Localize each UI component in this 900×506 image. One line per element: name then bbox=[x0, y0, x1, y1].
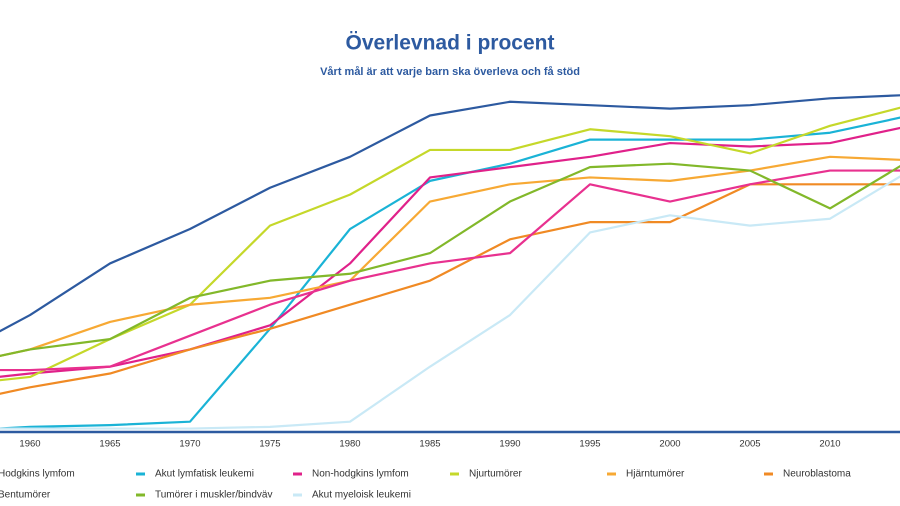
x-tick-label: 2005 bbox=[739, 439, 760, 450]
legend-label: Akut lymfatisk leukemi bbox=[155, 469, 254, 480]
legend-marker bbox=[607, 472, 616, 476]
x-tick-label: 2000 bbox=[659, 439, 680, 450]
chart-title: Överlevnad i procent bbox=[346, 32, 555, 55]
legend-marker bbox=[136, 493, 145, 497]
legend-marker bbox=[136, 472, 145, 476]
x-tick-label: 1990 bbox=[499, 439, 520, 450]
series-line bbox=[0, 94, 900, 333]
series-line bbox=[0, 169, 900, 372]
legend-marker bbox=[293, 493, 302, 497]
legend-label: Bentumörer bbox=[0, 490, 51, 501]
x-tick-label: 1970 bbox=[179, 439, 200, 450]
series-line bbox=[0, 162, 900, 358]
x-tick-label: 1985 bbox=[419, 439, 440, 450]
series-line bbox=[0, 126, 900, 378]
x-tick-label: 1980 bbox=[339, 439, 360, 450]
series-line bbox=[0, 116, 900, 430]
x-tick-label: 1965 bbox=[99, 439, 120, 450]
legend-label: Hodgkins lymfom bbox=[0, 469, 75, 480]
x-tick-label: 1960 bbox=[19, 439, 40, 450]
series-line bbox=[0, 183, 900, 395]
legend-label: Tumörer i muskler/bindväv bbox=[155, 490, 272, 501]
series-line bbox=[0, 175, 900, 430]
legend-marker bbox=[293, 472, 302, 476]
legend-label: Njurtumörer bbox=[469, 469, 522, 480]
legend-label: Neuroblastoma bbox=[783, 469, 851, 480]
legend-label: Hjärntumörer bbox=[626, 469, 685, 480]
legend-marker bbox=[450, 472, 459, 476]
chart-subtitle: Vårt mål är att varje barn ska överleva … bbox=[320, 66, 580, 78]
x-tick-label: 1995 bbox=[579, 439, 600, 450]
legend-label: Non-hodgkins lymfom bbox=[312, 469, 409, 480]
legend-label: Akut myeloisk leukemi bbox=[312, 490, 411, 501]
x-tick-label: 2010 bbox=[819, 439, 840, 450]
legend-marker bbox=[764, 472, 773, 476]
x-tick-label: 1975 bbox=[259, 439, 280, 450]
